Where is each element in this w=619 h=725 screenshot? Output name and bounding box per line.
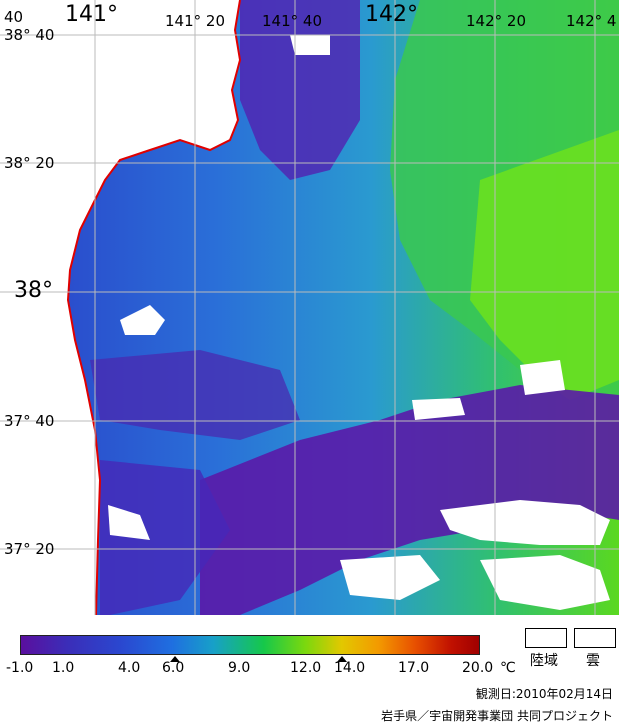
cloud-patch bbox=[290, 35, 330, 55]
cloud-patch bbox=[480, 555, 610, 610]
cloud-patch bbox=[520, 360, 565, 395]
colorbar-unit: ℃ bbox=[500, 660, 516, 676]
colorbar-tick-marker bbox=[337, 656, 347, 662]
colorbar-label-9: 9.0 bbox=[228, 660, 251, 676]
warmest-water-region bbox=[470, 130, 619, 400]
sea-surface-temperature-map bbox=[0, 0, 619, 615]
lon-label-142-20: 142° 20 bbox=[466, 12, 526, 30]
cloud-patch bbox=[440, 500, 610, 545]
cloud-legend-swatch bbox=[574, 628, 616, 648]
colorbar-label-minus1: -1.0 bbox=[6, 660, 34, 676]
land-legend-label: 陸域 bbox=[530, 653, 558, 669]
cloud-patch bbox=[120, 305, 165, 335]
lat-label-38-40: 38° 40 bbox=[4, 26, 55, 44]
lon-label-141-20: 141° 20 bbox=[165, 12, 225, 30]
lat-label-37-20: 37° 20 bbox=[4, 540, 55, 558]
colorbar-tick-marker bbox=[170, 656, 180, 662]
land-legend-swatch bbox=[525, 628, 567, 648]
lon-label-140-40: 40 bbox=[4, 8, 24, 26]
lon-label-142: 142° bbox=[365, 2, 418, 27]
colorbar-label-4: 4.0 bbox=[118, 660, 141, 676]
lat-label-37-40: 37° 40 bbox=[4, 412, 55, 430]
temperature-colorbar bbox=[20, 635, 480, 655]
cloud-legend-label: 雲 bbox=[586, 653, 600, 669]
lat-label-38: 38° bbox=[14, 278, 53, 303]
colorbar-label-6: 6.0 bbox=[162, 660, 185, 676]
colorbar-label-17: 17.0 bbox=[398, 660, 430, 676]
colorbar-label-12: 12.0 bbox=[290, 660, 322, 676]
credit-line: 岩手県／宇宙開発事業団 共同プロジェクト bbox=[381, 709, 613, 723]
coastline bbox=[66, 0, 242, 615]
lon-label-141: 141° bbox=[65, 2, 118, 27]
lat-label-38-20: 38° 20 bbox=[4, 154, 55, 172]
colorbar-label-14: 14.0 bbox=[334, 660, 366, 676]
lon-label-141-40: 141° 40 bbox=[262, 12, 322, 30]
observation-date: 観測日:2010年02月14日 bbox=[475, 687, 613, 701]
lon-label-142-40: 142° 4 bbox=[566, 12, 617, 30]
graticule bbox=[0, 0, 619, 615]
cold-water-south bbox=[100, 460, 230, 615]
colorbar-label-1: 1.0 bbox=[52, 660, 75, 676]
land-area bbox=[0, 0, 240, 615]
cold-water-band bbox=[200, 385, 619, 615]
colorbar-label-20: 20.0 bbox=[462, 660, 494, 676]
cloud-patch bbox=[340, 555, 440, 600]
cloud-patch bbox=[108, 505, 150, 540]
cloud-patch bbox=[412, 398, 465, 420]
